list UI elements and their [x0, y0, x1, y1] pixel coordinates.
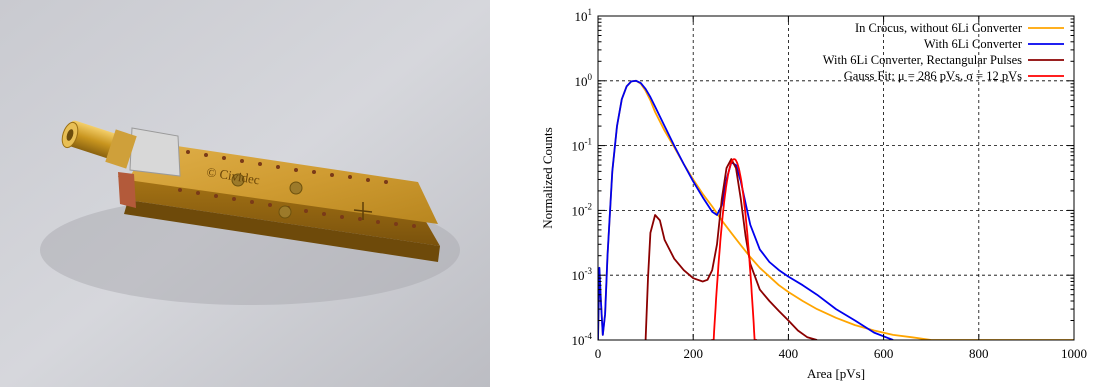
detector-photo: © Cividec	[0, 0, 490, 387]
screw-head	[231, 173, 245, 187]
detector-top-face	[128, 142, 438, 224]
x-tick-label: 1000	[1061, 346, 1087, 361]
x-axis-label: Area [pVs]	[807, 366, 865, 381]
detector-bottom-edge	[124, 200, 440, 262]
mounting-holes	[178, 150, 416, 228]
x-tick-label: 200	[683, 346, 703, 361]
legend-label-0: In Crocus, without 6Li Converter	[855, 21, 1023, 35]
chart-svg: 0 200 400 600 800 100010-410-310-210-1100101 …	[540, 7, 1088, 381]
connector-housing	[129, 127, 181, 177]
axis-ticks: 0 200 400 600 800 1000 10-4 10-3 10-2 10-1 100 101	[572, 7, 1088, 361]
screw-head	[289, 181, 303, 195]
y-tick-label: 100	[575, 72, 593, 89]
series-line-3	[710, 158, 758, 340]
series-lines	[598, 79, 1074, 340]
x-tick-label: 400	[779, 346, 799, 361]
series-line-1	[598, 79, 894, 340]
x-tick-label: 600	[874, 346, 894, 361]
series-line-2	[644, 158, 818, 340]
y-tick-label: 10-4	[572, 331, 593, 348]
legend-label-2: With 6Li Converter, Rectangular Pulses	[823, 53, 1022, 67]
plot-frame	[597, 15, 1075, 341]
solder-pad	[118, 172, 136, 208]
legend: In Crocus, without 6Li Converter With 6Li…	[823, 21, 1064, 83]
screw-head	[278, 205, 292, 219]
y-tick-label: 10-3	[572, 266, 593, 283]
x-tick-label: 800	[969, 346, 989, 361]
y-axis-label: Normalized Counts	[540, 127, 555, 228]
sma-connector	[61, 120, 137, 169]
x-tick-label: 0	[595, 346, 602, 361]
legend-label-1: With 6Li Converter	[924, 37, 1023, 51]
detector-module-photo: © Cividec	[0, 0, 490, 387]
cross-mark	[353, 202, 373, 220]
spectrum-chart: 0 200 400 600 800 1000 10-4 10-3 10-2 10-1 100 101 …	[500, 0, 1093, 387]
y-tick-label: 10-2	[572, 201, 593, 218]
y-tick-label: 101	[575, 7, 593, 24]
y-tick-label: 10-1	[572, 137, 593, 154]
legend-label-3: Gauss Fit: μ = 286 pVs, σ = 12 pVs	[844, 69, 1022, 83]
